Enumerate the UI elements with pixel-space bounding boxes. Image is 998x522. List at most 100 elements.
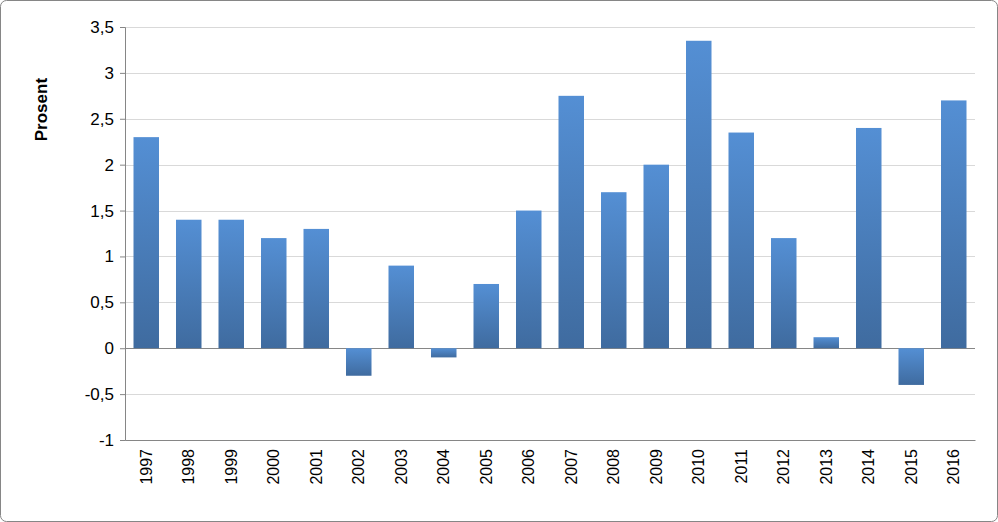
y-tick-mark xyxy=(120,302,125,303)
y-tick-mark xyxy=(120,27,125,28)
grid-line xyxy=(125,119,975,120)
x-tick: 2013 xyxy=(818,440,835,485)
bar xyxy=(601,192,627,348)
x-tick: 2014 xyxy=(860,440,877,485)
y-tick-mark xyxy=(120,440,125,441)
x-tick-label: 2006 xyxy=(520,449,537,485)
x-tick: 2012 xyxy=(775,440,792,485)
grid-line xyxy=(125,73,975,74)
y-tick: -0,5 xyxy=(85,385,125,404)
y-tick-label: 2,5 xyxy=(90,110,114,129)
x-tick-label: 2002 xyxy=(350,449,367,485)
y-tick-label: 2 xyxy=(105,156,114,175)
bar xyxy=(516,211,542,349)
grid-line xyxy=(125,302,975,303)
x-tick: 2003 xyxy=(393,440,410,485)
y-tick: 0 xyxy=(105,339,125,358)
x-tick: 2001 xyxy=(308,440,325,485)
y-tick-label: -0,5 xyxy=(85,385,114,404)
bar xyxy=(729,133,755,349)
y-tick-label: -1 xyxy=(99,431,114,450)
y-tick-label: 0,5 xyxy=(90,293,114,312)
y-tick: 2,5 xyxy=(90,110,125,129)
x-axis: 1997 1998 1999 2000 2001 2002 2003 2004 2005 2006… xyxy=(126,440,976,485)
x-tick-label: 2015 xyxy=(903,449,920,485)
bar xyxy=(856,128,882,348)
bar xyxy=(389,266,415,349)
grid-line xyxy=(125,440,975,441)
grid-line xyxy=(125,256,975,257)
x-tick-label: 2000 xyxy=(265,449,282,485)
y-axis-title: Prosent xyxy=(32,78,51,142)
x-tick-label: 2011 xyxy=(733,449,750,484)
grid-line xyxy=(125,165,975,166)
y-tick: -1 xyxy=(99,431,125,450)
x-tick-label: 2012 xyxy=(775,449,792,485)
x-tick: 2011 xyxy=(733,440,750,483)
chart-frame xyxy=(1,1,998,522)
x-tick: 2004 xyxy=(435,440,452,485)
y-tick-mark xyxy=(120,119,125,120)
bar xyxy=(941,100,967,348)
x-tick-label: 2005 xyxy=(478,449,495,485)
y-tick-mark xyxy=(120,73,125,74)
x-tick: 2015 xyxy=(903,440,920,485)
x-tick: 2002 xyxy=(350,440,367,485)
x-tick-label: 2004 xyxy=(435,449,452,485)
y-tick: 2 xyxy=(105,156,125,175)
bar xyxy=(431,348,457,357)
bar xyxy=(814,337,840,348)
grid-line xyxy=(125,211,975,212)
y-tick-label: 3,5 xyxy=(90,18,114,37)
y-tick: 3 xyxy=(105,64,125,83)
x-tick: 2008 xyxy=(605,440,622,485)
bar xyxy=(644,165,670,349)
x-tick-label: 1997 xyxy=(138,449,155,485)
chart: -1-0,500,511,522,533,5199719981999200020… xyxy=(0,0,998,522)
x-tick: 1997 xyxy=(138,440,155,485)
grid-line xyxy=(125,27,975,28)
bars xyxy=(134,41,967,385)
y-tick-label: 3 xyxy=(105,64,114,83)
x-tick: 2009 xyxy=(648,440,665,485)
bar xyxy=(261,238,287,348)
y-tick-mark xyxy=(120,211,125,212)
grid-line xyxy=(125,348,975,349)
x-tick-label: 2013 xyxy=(818,449,835,485)
y-tick-label: 0 xyxy=(105,339,114,358)
y-tick: 3,5 xyxy=(90,18,125,37)
x-tick-label: 2007 xyxy=(563,449,580,485)
y-axis: -1-0,500,511,522,533,5 xyxy=(85,18,126,450)
x-tick-label: 2014 xyxy=(860,449,877,485)
x-tick-label: 1999 xyxy=(223,449,240,485)
y-tick: 1 xyxy=(105,247,125,266)
x-tick: 1999 xyxy=(223,440,240,485)
x-tick-label: 2001 xyxy=(308,449,325,485)
bar xyxy=(559,96,585,348)
bar xyxy=(474,284,500,348)
bar xyxy=(219,220,245,348)
x-axis-line xyxy=(126,440,976,441)
bar xyxy=(304,229,330,348)
x-tick: 2016 xyxy=(945,440,962,485)
x-tick: 2005 xyxy=(478,440,495,485)
bar xyxy=(686,41,712,348)
x-tick-label: 2003 xyxy=(393,449,410,485)
grid xyxy=(125,28,975,441)
plot: -1-0,500,511,522,533,5199719981999200020… xyxy=(85,18,976,485)
y-axis-line xyxy=(120,28,126,441)
x-tick-label: 2008 xyxy=(605,449,622,485)
x-tick-label: 2009 xyxy=(648,449,665,485)
grid-line xyxy=(125,394,975,395)
x-tick-label: 2010 xyxy=(690,449,707,485)
y-tick-label: 1 xyxy=(105,247,114,266)
bar xyxy=(134,137,160,348)
bar xyxy=(771,238,797,348)
y-tick-mark xyxy=(120,165,125,166)
x-tick: 1998 xyxy=(180,440,197,485)
y-tick-mark xyxy=(120,256,125,257)
bar xyxy=(346,348,372,376)
y-tick-mark xyxy=(120,394,125,395)
x-tick-label: 2016 xyxy=(945,449,962,485)
x-tick: 2010 xyxy=(690,440,707,485)
